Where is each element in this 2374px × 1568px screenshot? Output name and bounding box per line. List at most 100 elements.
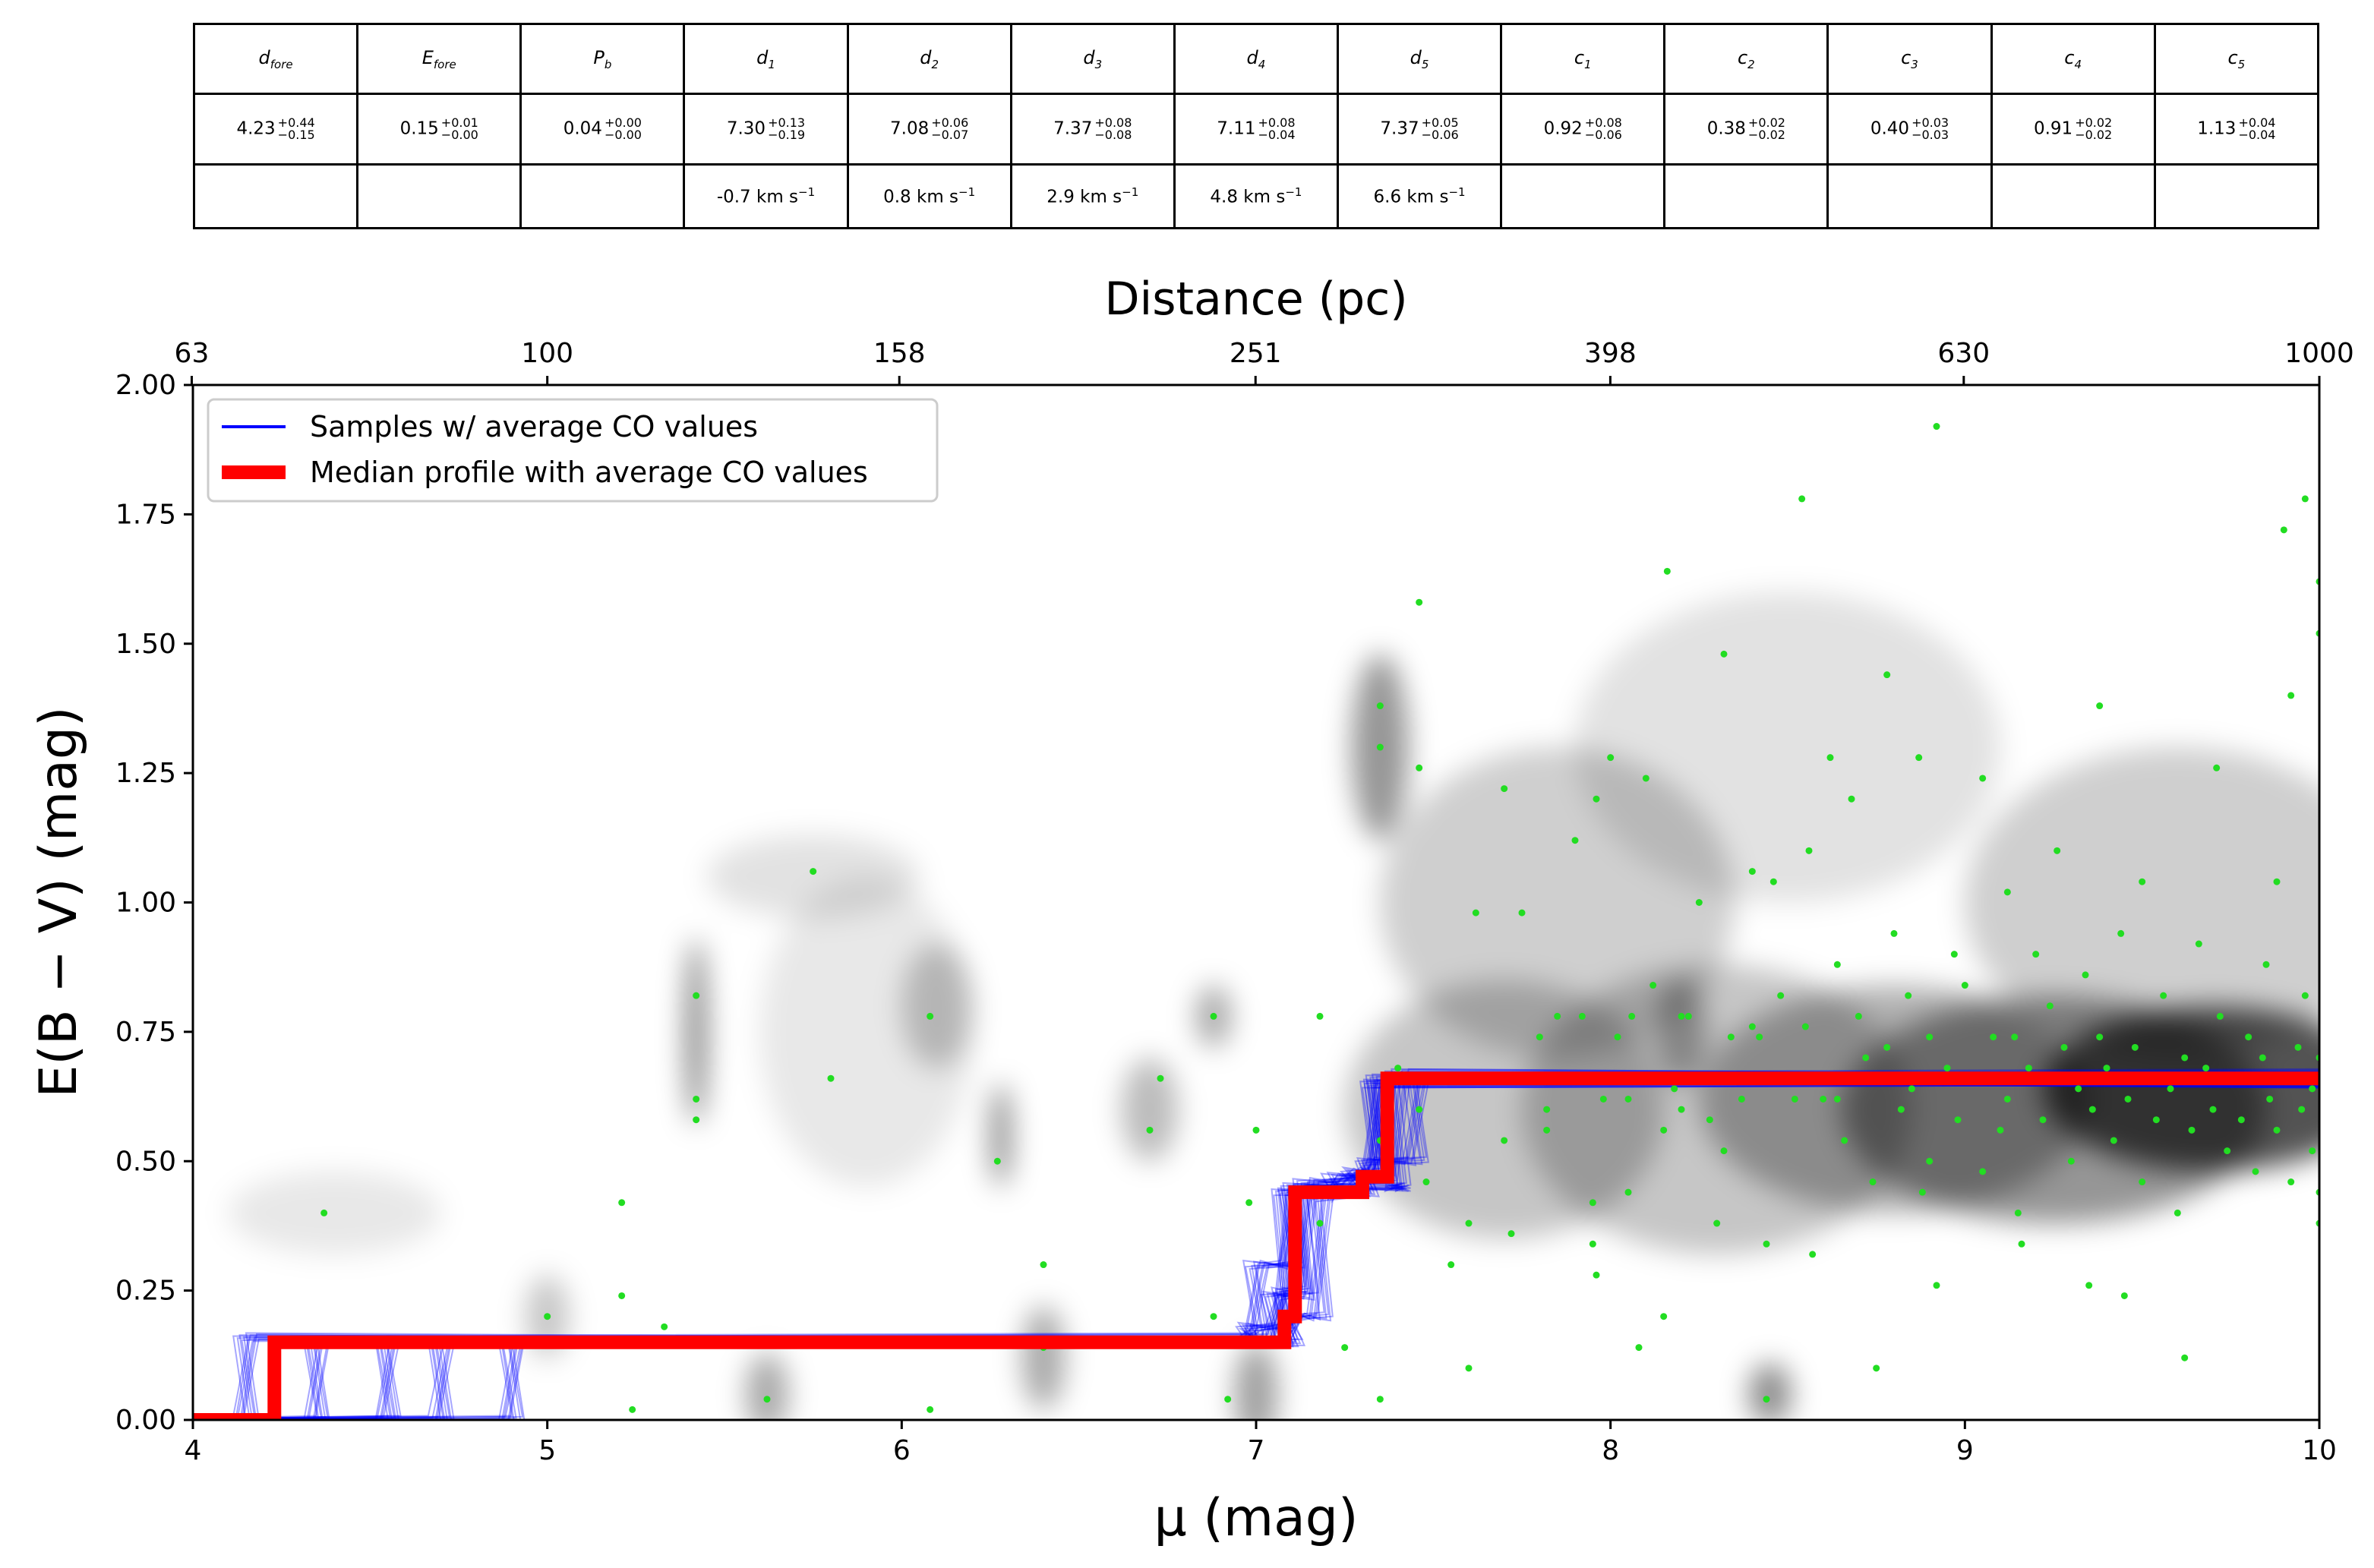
header-symbol: d [1246, 46, 1258, 68]
star-point [827, 1074, 835, 1082]
table-value-cell: 1.13 +0.04 −0.04 [2153, 93, 2320, 166]
table-header-cell: dfore [192, 22, 359, 96]
density-blob [990, 1084, 1012, 1188]
star-point [1376, 702, 1384, 710]
value-upper: +0.06 [931, 115, 969, 131]
star-point [2018, 1240, 2025, 1248]
sample-profile-line [193, 1077, 2319, 1420]
table-value-cell: 0.91 +0.02 −0.02 [1990, 93, 2156, 166]
star-point [320, 1209, 328, 1216]
star-point [1376, 743, 1384, 751]
star-point [2167, 1085, 2174, 1093]
sample-profile-line [348, 1079, 2319, 1420]
y-tick-label: 1.75 [115, 499, 176, 530]
star-point [1543, 1126, 1551, 1134]
table-velocity-cell [1663, 163, 1829, 229]
top-tick-label: 630 [1937, 338, 1990, 369]
star-point [1720, 1147, 1728, 1155]
star-point [1472, 909, 1479, 917]
star-point [1763, 1240, 1770, 1248]
header-subscript: 1 [768, 57, 775, 71]
star-point [1501, 1137, 1508, 1144]
table-header-cell: c4 [1990, 22, 2156, 96]
top-tick-label: 63 [175, 338, 210, 369]
table-values-row: 4.23 +0.44 −0.15 0.15 +0.01 −0.00 0.04 +0.00 −0.… [192, 93, 2320, 166]
table-header-cell: c3 [1826, 22, 1993, 96]
sample-profile-line [193, 1078, 2319, 1420]
star-point [1883, 671, 1891, 679]
density-blob [1748, 1363, 1792, 1420]
value-upper: +0.02 [1747, 115, 1785, 131]
star-point [1678, 1012, 1685, 1020]
star-point [2188, 1126, 2196, 1134]
star-point [2139, 878, 2146, 885]
velocity-value: 0.8 km s [883, 187, 959, 207]
star-point [2266, 1095, 2274, 1103]
star-point [1210, 1313, 1217, 1320]
density-blob [1121, 1057, 1179, 1162]
value-upper: +0.08 [1094, 115, 1132, 131]
value-main: 0.38 [1706, 118, 1746, 139]
table-value-cell: 4.23 +0.44 −0.15 [192, 93, 359, 166]
y-tick-label: 1.00 [115, 888, 176, 919]
star-point [1571, 837, 1579, 844]
star-point [1316, 1219, 1324, 1227]
star-point [1748, 868, 1756, 875]
sample-profile-line [193, 1078, 2319, 1420]
value-uncertainty: +0.08 −0.06 [1585, 117, 1622, 141]
value-lower: −0.06 [1421, 128, 1459, 143]
top-axis-label: Distance (pc) [1104, 273, 1407, 326]
star-point [1593, 1271, 1600, 1279]
star-point [1663, 567, 1671, 575]
star-point [1933, 423, 1940, 431]
density-heatmap [228, 592, 2319, 1420]
table-value-cell: 7.37 +0.08 −0.08 [1009, 93, 1176, 166]
value-uncertainty: +0.04 −0.04 [2238, 117, 2275, 141]
sample-profile-line [503, 1075, 2319, 1420]
header-subscript: b [604, 57, 612, 71]
star-point [1252, 1126, 1260, 1134]
star-point [2202, 1065, 2210, 1072]
star-point [1855, 1012, 1862, 1020]
star-point [2120, 1292, 2128, 1299]
star-point [1316, 1012, 1324, 1020]
table-velocity-cell: 2.9 km s−1 [1009, 163, 1176, 229]
value-main: 7.08 [890, 118, 930, 139]
star-point [1518, 909, 1526, 917]
star-point [1801, 1023, 1809, 1030]
value-main: 4.23 [236, 118, 276, 139]
star-point [1756, 1033, 1763, 1041]
star-point [1607, 754, 1615, 762]
header-subscript: 2 [1747, 57, 1755, 71]
y-tick-label: 2.00 [115, 370, 176, 401]
table-value-cell: 7.11 +0.08 −0.04 [1173, 93, 1339, 166]
header-subscript: 5 [1421, 57, 1429, 71]
table-value-cell: 0.40 +0.03 −0.03 [1826, 93, 1993, 166]
y-tick-label: 1.25 [115, 758, 176, 789]
legend-samples-label: Samples w/ average CO values [310, 410, 758, 443]
value-lower: −0.07 [931, 128, 969, 143]
parameter-table: dfore Efore Pb d1 d2 d3 d4 d5 c1 c2 c3 c4 c5 4.23 +0.… [192, 22, 2320, 229]
star-point [1720, 650, 1728, 658]
header-subscript: 4 [2074, 57, 2082, 71]
sample-profile-line [193, 1074, 2319, 1420]
star-point [1997, 1126, 2004, 1134]
star-point [2181, 1354, 2189, 1361]
star-point [1210, 1012, 1217, 1020]
sample-profile-line [193, 1083, 2319, 1420]
header-symbol: c [1901, 46, 1912, 68]
star-point [1624, 1095, 1632, 1103]
star-point [1341, 1344, 1349, 1352]
value-upper: +0.08 [1258, 115, 1296, 131]
table-header-cell: d3 [1009, 22, 1176, 96]
value-upper: +0.01 [440, 115, 478, 131]
table-header-cell: c1 [1500, 22, 1666, 96]
star-point [1869, 1178, 1877, 1186]
star-point [1943, 1065, 1951, 1072]
density-blob [1380, 747, 1735, 1058]
sample-profile-line [193, 1073, 2319, 1420]
header-subscript: fore [433, 57, 456, 71]
value-upper: +0.02 [2075, 115, 2113, 131]
star-point [1918, 1188, 1926, 1196]
